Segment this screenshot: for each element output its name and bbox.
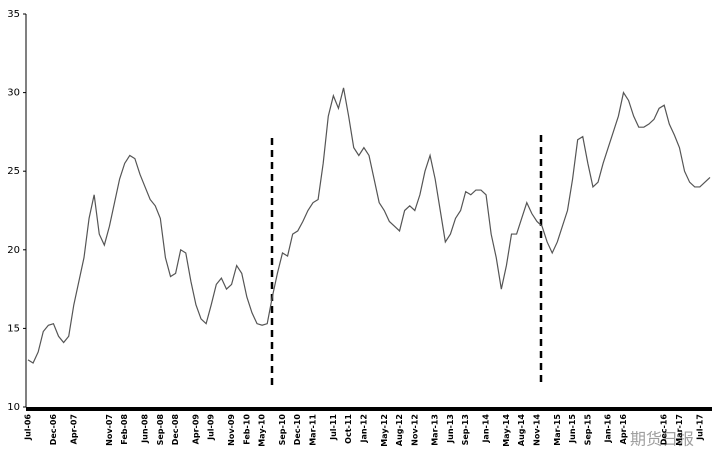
x-tick-label: Nov-09 xyxy=(227,414,236,446)
x-tick-label: Apr-16 xyxy=(619,414,628,445)
x-tick-label: Jan-12 xyxy=(359,414,368,444)
data-line xyxy=(27,87,711,364)
x-tick-label: Dec-16 xyxy=(660,414,669,446)
x-tick-label: Jun-13 xyxy=(446,414,455,444)
x-tick-label: Mar-15 xyxy=(553,414,562,446)
x-tick-label: Dec-10 xyxy=(293,414,302,446)
x-tick-label: Sep-10 xyxy=(278,414,287,446)
x-tick-label: Nov-07 xyxy=(105,414,114,446)
x-tick-label: Jan-14 xyxy=(482,414,491,444)
x-tick-label: Apr-09 xyxy=(191,414,200,445)
x-tick-label: Apr-07 xyxy=(69,414,78,444)
y-tick-label: 20 xyxy=(7,245,20,256)
x-tick-label: Mar-13 xyxy=(431,414,440,446)
x-tick-label: Mar-11 xyxy=(309,414,318,446)
y-tick-label: 35 xyxy=(7,9,20,20)
x-tick-label: Mar-17 xyxy=(675,414,684,446)
x-tick-label: Aug-12 xyxy=(395,414,404,446)
y-tick-label: 30 xyxy=(7,88,20,99)
x-tick-label: Feb-08 xyxy=(120,414,129,445)
x-tick-label: Jun-08 xyxy=(141,414,150,444)
x-tick-label: Jul-06 xyxy=(24,414,33,441)
x-tick-label: May-12 xyxy=(380,414,389,447)
x-tick-label: Dec-06 xyxy=(49,414,58,446)
x-tick-label: Sep-15 xyxy=(583,414,592,446)
x-tick-label: Nov-14 xyxy=(532,414,541,446)
y-tick-label: 25 xyxy=(7,166,20,177)
x-tick-label: May-14 xyxy=(502,414,511,447)
x-tick-label: Sep-13 xyxy=(461,414,470,445)
x-tick-label: Nov-12 xyxy=(410,414,419,446)
y-tick-label: 10 xyxy=(7,402,20,413)
y-tick-label: 15 xyxy=(7,323,20,334)
x-tick-label: May-10 xyxy=(258,414,267,447)
x-tick-label: Jun-15 xyxy=(568,414,577,444)
x-tick-label: Jan-16 xyxy=(604,414,613,444)
x-tick-label: Aug-14 xyxy=(517,414,526,447)
x-tick-label: Sep-08 xyxy=(156,414,165,446)
x-axis xyxy=(26,407,712,411)
x-tick-label: Oct-11 xyxy=(344,414,353,444)
x-tick-label: Dec-08 xyxy=(171,414,180,446)
x-tick-label: Jul-11 xyxy=(329,414,338,441)
x-tick-label: Jul-17 xyxy=(695,414,704,441)
x-tick-label: Jul-09 xyxy=(207,414,216,441)
watermark: 期货日报 xyxy=(630,430,694,449)
x-tick-label: Feb-10 xyxy=(242,414,251,445)
